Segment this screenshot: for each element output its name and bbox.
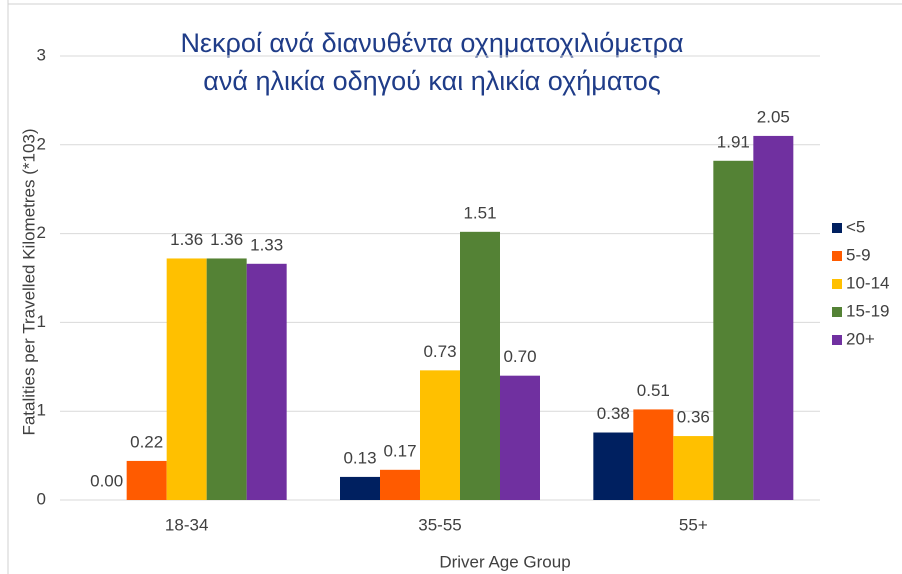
chart-title: ανά ηλικία οδηγού και ηλικία οχήματος: [203, 66, 661, 96]
data-label: 0.13: [343, 448, 376, 467]
legend-swatch: [832, 223, 842, 233]
bar: [713, 160, 754, 500]
data-label: 0.70: [503, 347, 536, 366]
legend-swatch: [832, 251, 842, 261]
x-tick-label: 18-34: [165, 515, 208, 534]
data-label: 0.00: [90, 471, 123, 490]
legend-label: 5-9: [846, 245, 871, 264]
bar: [380, 469, 420, 500]
data-label: 0.17: [383, 441, 416, 460]
data-label: 0.22: [130, 432, 163, 451]
y-tick-label: 1: [37, 401, 46, 420]
legend-swatch: [832, 335, 842, 345]
data-label: 1.36: [210, 230, 243, 249]
y-tick-label: 1: [37, 312, 46, 331]
data-label: 1.51: [463, 203, 496, 222]
bar: [753, 135, 794, 501]
y-tick-label: 2: [37, 223, 46, 242]
data-label: 0.38: [597, 404, 630, 423]
bar: [340, 476, 380, 500]
x-tick-label: 55+: [679, 515, 708, 534]
legend-label: 20+: [846, 329, 875, 348]
legend-swatch: [832, 307, 842, 317]
legend-label: 15-19: [846, 301, 889, 320]
data-label: 1.91: [717, 132, 750, 151]
chart-title: Νεκροί ανά διανυθέντα οχηματοχιλιόμετρα: [180, 28, 683, 58]
bar: [500, 375, 540, 500]
data-label: 1.33: [250, 235, 283, 254]
bar: [593, 432, 634, 500]
data-label: 0.73: [423, 342, 456, 361]
x-axis-label: Driver Age Group: [439, 552, 570, 571]
data-label: 0.51: [637, 381, 670, 400]
bar: [633, 409, 674, 500]
y-tick-label: 3: [37, 45, 46, 64]
x-tick-label: 35-55: [418, 515, 461, 534]
data-label: 1.36: [170, 230, 203, 249]
bar: [206, 258, 247, 500]
bar: [673, 436, 714, 500]
bar: [460, 231, 500, 500]
bar: [246, 263, 287, 500]
y-axis-label: Fatalities per Travelled Kilometres (*10…: [19, 128, 38, 435]
legend-swatch: [832, 279, 842, 289]
y-tick-label: 0: [37, 489, 46, 508]
data-label: 2.05: [757, 107, 790, 126]
legend-label: <5: [846, 217, 865, 236]
bar: [166, 258, 207, 500]
y-tick-label: 2: [37, 134, 46, 153]
bar: [420, 370, 460, 500]
data-label: 0.36: [677, 408, 710, 427]
bar: [126, 460, 167, 500]
legend-label: 10-14: [846, 273, 889, 292]
